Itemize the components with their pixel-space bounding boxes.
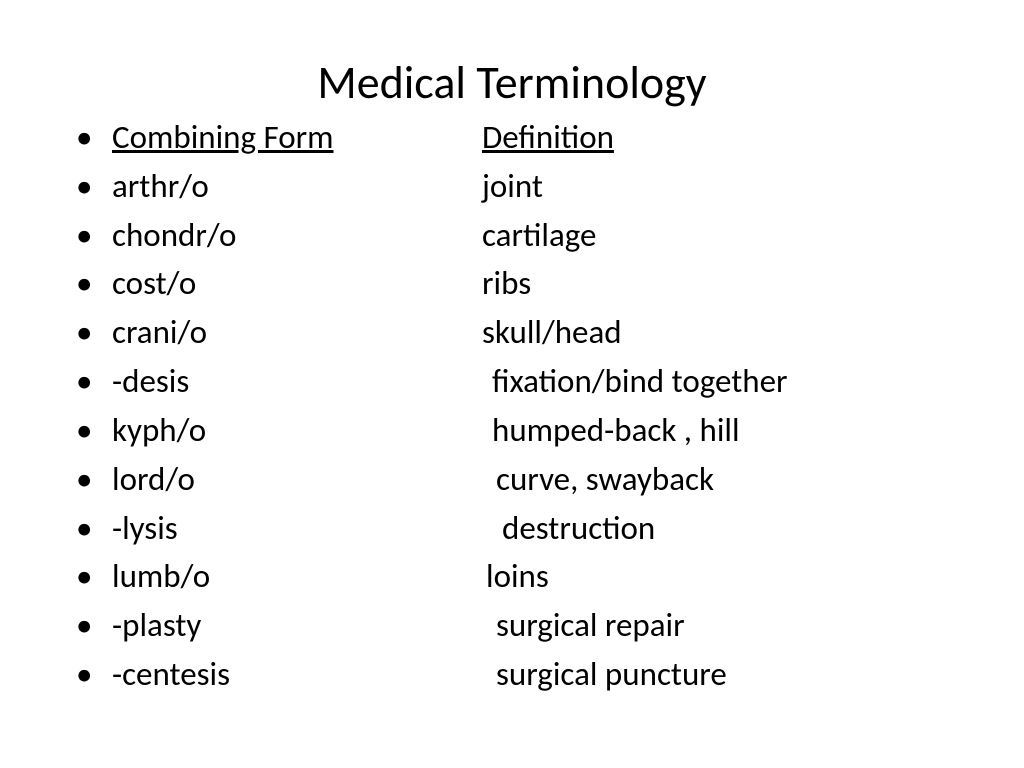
terminology-list: • Combining Form Definition •arthr/ojoin… bbox=[60, 113, 964, 699]
header-row: • Combining Form Definition bbox=[70, 113, 964, 162]
definition-text: surgical puncture bbox=[482, 650, 964, 699]
page-title: Medical Terminology bbox=[60, 55, 964, 111]
list-item: •lord/ocurve, swayback bbox=[70, 455, 964, 504]
bullet-icon: • bbox=[70, 162, 112, 211]
list-item: •-lysisdestruction bbox=[70, 504, 964, 553]
definition-text: loins bbox=[482, 552, 964, 601]
list-item: •arthr/ojoint bbox=[70, 162, 964, 211]
bullet-icon: • bbox=[70, 650, 112, 699]
list-item: •lumb/oloins bbox=[70, 552, 964, 601]
bullet-icon: • bbox=[70, 357, 112, 406]
list-item: •cost/oribs bbox=[70, 259, 964, 308]
term-text: lord/o bbox=[112, 455, 482, 504]
list-item: •kyph/ohumped-back , hill bbox=[70, 406, 964, 455]
header-def: Definition bbox=[482, 113, 964, 162]
bullet-icon: • bbox=[70, 113, 112, 162]
term-text: -plasty bbox=[112, 601, 482, 650]
term-text: chondr/o bbox=[112, 211, 482, 260]
term-text: arthr/o bbox=[112, 162, 482, 211]
definition-text: humped-back , hill bbox=[482, 406, 964, 455]
list-item: •-centesissurgical puncture bbox=[70, 650, 964, 699]
term-text: lumb/o bbox=[112, 552, 482, 601]
term-text: -desis bbox=[112, 357, 482, 406]
definition-text: fixation/bind together bbox=[482, 357, 964, 406]
bullet-icon: • bbox=[70, 308, 112, 357]
list-item: •-plastysurgical repair bbox=[70, 601, 964, 650]
definition-text: cartilage bbox=[482, 211, 964, 260]
bullet-icon: • bbox=[70, 552, 112, 601]
definition-text: destruction bbox=[482, 504, 964, 553]
bullet-icon: • bbox=[70, 406, 112, 455]
header-term: Combining Form bbox=[112, 113, 482, 162]
term-text: -centesis bbox=[112, 650, 482, 699]
term-text: cost/o bbox=[112, 259, 482, 308]
list-item: •-desisfixation/bind together bbox=[70, 357, 964, 406]
list-item: •crani/oskull/head bbox=[70, 308, 964, 357]
bullet-icon: • bbox=[70, 455, 112, 504]
term-text: crani/o bbox=[112, 308, 482, 357]
bullet-icon: • bbox=[70, 601, 112, 650]
definition-text: ribs bbox=[482, 259, 964, 308]
definition-text: joint bbox=[482, 162, 964, 211]
term-text: kyph/o bbox=[112, 406, 482, 455]
definition-text: curve, swayback bbox=[482, 455, 964, 504]
list-item: •chondr/ocartilage bbox=[70, 211, 964, 260]
term-text: -lysis bbox=[112, 504, 482, 553]
bullet-icon: • bbox=[70, 211, 112, 260]
definition-text: skull/head bbox=[482, 308, 964, 357]
definition-text: surgical repair bbox=[482, 601, 964, 650]
bullet-icon: • bbox=[70, 259, 112, 308]
bullet-icon: • bbox=[70, 504, 112, 553]
